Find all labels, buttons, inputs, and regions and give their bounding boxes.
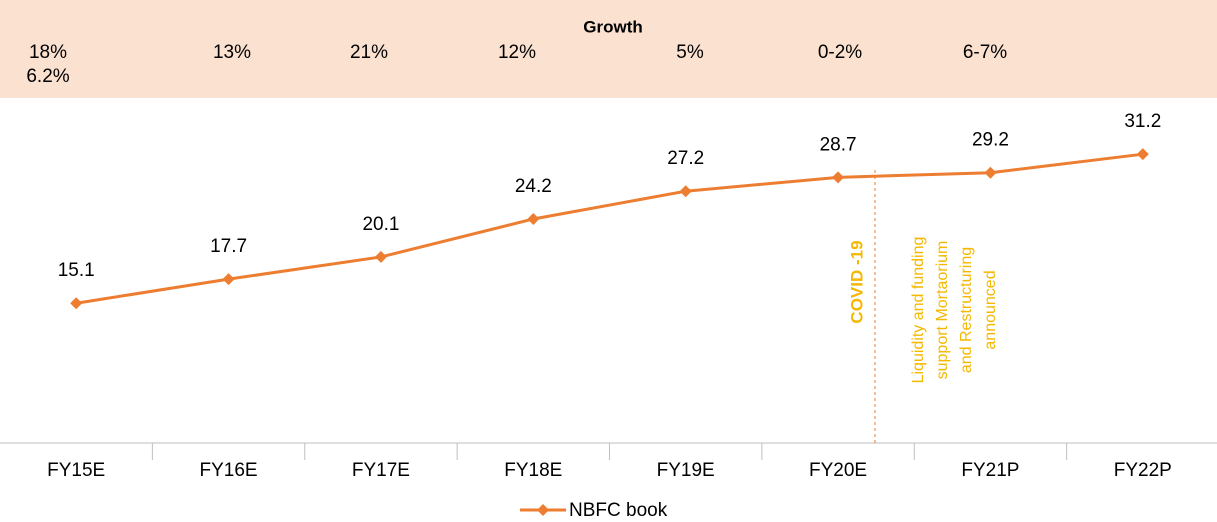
- point: [527, 212, 540, 225]
- covid-annotation: COVID -19: [847, 240, 866, 323]
- point: [1136, 148, 1149, 161]
- policy-annotation: support Mortaorium: [934, 241, 951, 380]
- data-label: 28.7: [820, 134, 857, 155]
- growth-label: 13%: [213, 42, 251, 63]
- point: [984, 166, 997, 179]
- growth-band: [0, 0, 1217, 98]
- growth-label: 21%: [350, 42, 388, 63]
- data-label: 24.2: [515, 176, 552, 197]
- point: [832, 171, 845, 184]
- x-tick-label: FY22P: [1114, 460, 1172, 481]
- growth-label: 5%: [676, 42, 704, 63]
- x-tick-label: FY17E: [352, 460, 410, 481]
- growth-label: 18%: [29, 42, 67, 63]
- data-label: 15.1: [58, 260, 95, 281]
- x-tick-label: FY19E: [657, 460, 715, 481]
- policy-annotation: and Restructuring: [958, 247, 975, 373]
- legend-label: NBFC book: [569, 500, 668, 521]
- point: [70, 297, 83, 310]
- growth-label: 0-2%: [818, 42, 862, 63]
- x-tick-label: FY21P: [961, 460, 1019, 481]
- policy-annotation: announced: [982, 270, 999, 349]
- growth-title: Growth: [583, 17, 643, 36]
- point: [222, 273, 235, 286]
- data-label: 31.2: [1124, 111, 1161, 132]
- x-tick-label: FY20E: [809, 460, 867, 481]
- growth-sub-label: 6.2%: [26, 66, 69, 87]
- legend-marker: [537, 504, 549, 516]
- data-label: 20.1: [362, 214, 399, 235]
- policy-annotation: Liquidity and funding: [910, 237, 927, 384]
- point: [374, 250, 387, 263]
- x-tick-label: FY16E: [200, 460, 258, 481]
- point: [679, 185, 692, 198]
- data-label: 29.2: [972, 130, 1009, 151]
- x-tick-label: FY18E: [504, 460, 562, 481]
- growth-label: 6-7%: [963, 42, 1007, 63]
- x-tick-label: FY15E: [47, 460, 105, 481]
- data-label: 17.7: [210, 236, 247, 257]
- data-label: 27.2: [667, 148, 704, 169]
- growth-label: 12%: [498, 42, 536, 63]
- series-line: [75, 152, 1143, 305]
